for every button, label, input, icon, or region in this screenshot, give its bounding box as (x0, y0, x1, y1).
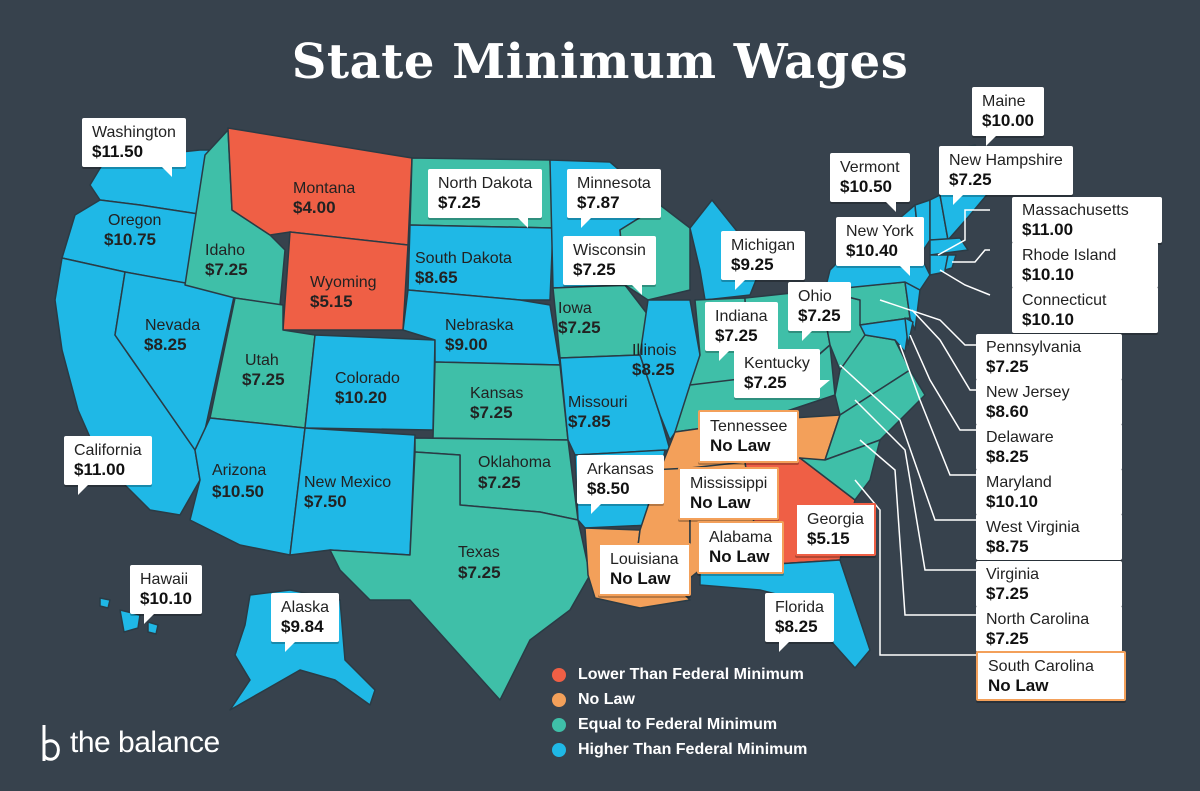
callout-arkansas: Arkansas $8.50 (577, 455, 664, 514)
svg-text:Wyoming: Wyoming (310, 274, 377, 291)
callout-kentucky: Kentucky $7.25 (734, 349, 830, 398)
svg-text:Illinois: Illinois (632, 342, 676, 359)
svg-text:Texas: Texas (458, 544, 500, 561)
map-labels: Oregon $10.75 Nevada $8.25 Idaho $7.25 M… (104, 180, 676, 582)
state-delaware (904, 317, 914, 346)
svg-text:New Mexico: New Mexico (304, 474, 391, 491)
state-north-carolina (824, 369, 926, 461)
callout-wisconsin: Wisconsin $7.25 (563, 236, 656, 295)
state-texas (329, 451, 591, 701)
svg-text:Colorado: Colorado (335, 370, 400, 387)
svg-text:$9.00: $9.00 (445, 335, 488, 354)
legend-item-higher: Higher Than Federal Minimum (552, 737, 807, 762)
svg-text:$7.50: $7.50 (304, 492, 347, 511)
state-rhode-island (944, 254, 957, 271)
brand-logo: the balance (40, 723, 220, 763)
legend-dot (552, 667, 566, 682)
callout-south-carolina: South Carolina No Law (976, 651, 1126, 701)
callout-massachusetts: Massachusetts $11.00 (1012, 197, 1162, 243)
callout-georgia: Georgia $5.15 (795, 503, 876, 556)
callout-lines (839, 209, 991, 656)
callout-tennessee: Tennessee No Law (698, 410, 800, 463)
svg-text:Nebraska: Nebraska (445, 317, 514, 334)
callout-florida: Florida $8.25 (765, 593, 834, 652)
svg-text:$7.25: $7.25 (470, 403, 513, 422)
callout-north-dakota: North Dakota $7.25 (428, 169, 543, 228)
callout-minnesota: Minnesota $7.87 (567, 169, 661, 228)
svg-text:$7.85: $7.85 (568, 412, 611, 431)
callout-alaska: Alaska $9.84 (271, 593, 340, 652)
callout-new-york: New York $10.40 (836, 217, 924, 276)
callout-pennsylvania: Pennsylvania $7.25 (976, 334, 1122, 380)
callout-new-jersey: New Jersey $8.60 (976, 379, 1122, 425)
state-connecticut (929, 254, 949, 276)
legend-item-no-law: No Law (552, 687, 807, 712)
svg-text:Missouri: Missouri (568, 394, 628, 411)
legend: Lower Than Federal Minimum No Law Equal … (552, 662, 807, 762)
svg-text:$7.25: $7.25 (478, 473, 521, 492)
state-florida (699, 559, 871, 669)
svg-text:Arizona: Arizona (212, 462, 266, 479)
callout-indiana: Indiana $7.25 (705, 302, 778, 361)
callout-vermont: Vermont $10.50 (830, 153, 910, 212)
brand-name: the balance (70, 726, 220, 759)
svg-text:$8.25: $8.25 (144, 335, 187, 354)
svg-text:Montana: Montana (293, 180, 355, 197)
balance-logo-icon (42, 725, 60, 761)
svg-text:$10.50: $10.50 (212, 482, 264, 501)
callout-virginia: Virginia $7.25 (976, 561, 1122, 607)
callout-hawaii: Hawaii $10.10 (130, 565, 202, 624)
callout-maryland: Maryland $10.10 (976, 469, 1122, 515)
svg-text:$10.75: $10.75 (104, 230, 156, 249)
svg-text:Oklahoma: Oklahoma (478, 454, 551, 471)
svg-text:$7.25: $7.25 (458, 563, 501, 582)
svg-text:$5.15: $5.15 (310, 292, 353, 311)
svg-text:$4.00: $4.00 (293, 198, 336, 217)
callout-connecticut: Connecticut $10.10 (1012, 287, 1158, 333)
legend-dot (552, 717, 566, 732)
page-title: State Minimum Wages (291, 34, 909, 90)
svg-text:$8.65: $8.65 (415, 268, 458, 287)
callout-delaware: Delaware $8.25 (976, 424, 1122, 470)
legend-dot (552, 692, 566, 707)
callout-washington: Washington $11.50 (82, 118, 186, 177)
callout-ohio: Ohio $7.25 (788, 282, 851, 341)
callout-alabama: Alabama No Law (697, 521, 785, 574)
legend-item-lower: Lower Than Federal Minimum (552, 662, 807, 687)
svg-text:Nevada: Nevada (145, 317, 200, 334)
svg-text:$8.25: $8.25 (632, 360, 675, 379)
callout-new-hampshire: New Hampshire $7.25 (939, 146, 1073, 205)
legend-dot (552, 742, 566, 757)
callout-louisiana: Louisiana No Law (598, 543, 691, 596)
svg-text:$10.20: $10.20 (335, 388, 387, 407)
legend-item-equal: Equal to Federal Minimum (552, 712, 807, 737)
svg-text:Utah: Utah (245, 352, 279, 369)
state-massachusetts (929, 237, 969, 256)
callout-north-carolina: North Carolina $7.25 (976, 606, 1122, 652)
callout-maine: Maine $10.00 (972, 87, 1044, 146)
svg-text:$7.25: $7.25 (242, 370, 285, 389)
svg-text:Kansas: Kansas (470, 385, 523, 402)
svg-text:Idaho: Idaho (205, 242, 245, 259)
state-south-dakota (407, 224, 554, 301)
svg-text:$7.25: $7.25 (205, 260, 248, 279)
callout-michigan: Michigan $9.25 (721, 231, 806, 290)
svg-text:$7.25: $7.25 (558, 318, 601, 337)
callout-west-virginia: West Virginia $8.75 (976, 514, 1122, 560)
svg-text:Iowa: Iowa (558, 300, 592, 317)
callout-california: California $11.00 (64, 436, 152, 495)
svg-text:Oregon: Oregon (108, 212, 161, 229)
svg-text:South Dakota: South Dakota (415, 250, 512, 267)
callout-mississippi: Mississippi No Law (678, 467, 780, 520)
callout-rhode-island: Rhode Island $10.10 (1012, 242, 1158, 288)
